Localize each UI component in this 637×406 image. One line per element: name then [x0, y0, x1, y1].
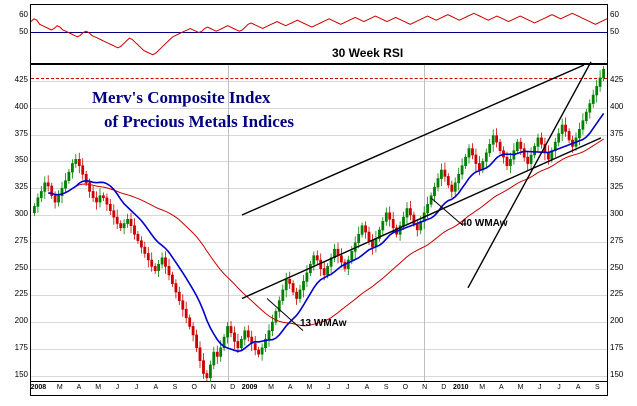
main-ytick-right-375: 375: [610, 128, 624, 138]
x-axis-month-tick: M: [306, 384, 313, 391]
ma40-annotation: 40 WMAw: [461, 218, 508, 229]
main-ytick-left-200: 200: [14, 316, 28, 326]
main-ytick-right-175: 175: [610, 342, 624, 352]
page-title-line1: Merv's Composite Index: [92, 88, 271, 107]
x-axis-month-tick: N: [210, 384, 216, 391]
x-axis-month-tick: M: [479, 384, 486, 391]
main-ytick-right-300: 300: [610, 209, 624, 218]
x-axis-month-tick: D: [441, 384, 447, 391]
main-ytick-left-350: 350: [14, 155, 28, 165]
x-axis-month-tick: J: [326, 384, 331, 391]
rsi-midline: [31, 32, 607, 33]
main-ytick-right-275: 275: [610, 235, 624, 245]
rsi-ytick-right-50: 50: [610, 27, 619, 36]
main-ytick-right-225: 225: [610, 289, 624, 299]
main-ytick-right-350: 350: [610, 155, 624, 165]
gridline: [31, 81, 607, 83]
main-ytick-left-425: 425: [14, 75, 28, 85]
x-axis-month-tick: A: [364, 384, 370, 391]
gridline: [31, 107, 607, 109]
x-axis: 2008 M A M J J A S O N D 2009 M A M J J A S O N D 2010 M A M J J A S: [30, 382, 608, 396]
x-axis-month-tick: M: [95, 384, 102, 391]
main-ytick-right-250: 250: [610, 262, 624, 272]
main-ytick-left-375: 375: [14, 128, 28, 138]
x-axis-month-tick: M: [268, 384, 274, 391]
x-axis-month-tick: A: [575, 384, 581, 391]
main-ytick-left-300: 300: [14, 209, 28, 218]
x-axis-month-tick: J: [115, 384, 120, 391]
main-ytick-left-150: 150: [14, 369, 28, 379]
x-axis-month-tick: M: [517, 384, 524, 391]
x-axis-month-tick: A: [76, 384, 82, 391]
x-axis-year-2009: 2009: [241, 384, 258, 391]
x-axis-month-tick: A: [287, 384, 293, 391]
x-axis-month-tick: J: [346, 384, 350, 391]
gridline: [31, 241, 607, 243]
x-axis-month-tick: M: [56, 384, 63, 391]
main-ytick-left-275: 275: [14, 235, 28, 245]
x-axis-month-tick: N: [422, 384, 428, 391]
rsi-ytick-right-60: 60: [610, 10, 619, 19]
year-separator-2009: [228, 65, 229, 381]
x-axis-month-tick: A: [499, 384, 504, 391]
resistance-line: [31, 78, 607, 79]
x-axis-month-tick: A: [153, 384, 159, 391]
gridline: [31, 375, 607, 377]
rsi-caption: 30 Week RSI: [332, 46, 404, 60]
page-title-line2: of Precious Metals Indices: [104, 112, 294, 131]
rsi-ytick-left-60: 60: [19, 10, 28, 19]
main-ytick-left-175: 175: [14, 342, 28, 352]
x-axis-year-2008: 2008: [30, 384, 47, 391]
price-series: [32, 61, 606, 385]
main-ytick-left-325: 325: [14, 182, 28, 192]
main-ytick-left-400: 400: [14, 101, 28, 111]
x-axis-month-tick: S: [172, 384, 178, 391]
rsi-line-series: [30, 12, 608, 56]
gridline: [31, 134, 607, 136]
gridline: [31, 348, 607, 350]
gridline: [31, 268, 607, 270]
gridline: [31, 188, 607, 190]
x-axis-year-2010: 2010: [453, 384, 469, 391]
main-ytick-right-325: 325: [610, 182, 624, 192]
x-axis-month-tick: D: [230, 384, 236, 391]
x-axis-month-tick: J: [134, 384, 139, 391]
rsi-ytick-left-50: 50: [19, 27, 28, 36]
main-ytick-left-225: 225: [14, 289, 28, 299]
main-panel: [30, 61, 608, 385]
main-ytick-left-250: 250: [14, 262, 28, 272]
x-axis-month-tick: J: [557, 384, 561, 391]
x-axis-month-tick: O: [402, 384, 409, 391]
x-axis-month-tick: O: [191, 384, 197, 391]
gridline: [31, 161, 607, 163]
rsi-panel: [30, 4, 608, 64]
main-ytick-right-150: 150: [610, 369, 624, 379]
x-axis-month-tick: J: [538, 384, 542, 391]
main-ytick-right-200: 200: [610, 316, 624, 326]
gridline: [31, 215, 607, 216]
main-ytick-right-400: 400: [610, 101, 624, 111]
gridline: [31, 295, 607, 297]
x-axis-month-tick: S: [383, 384, 389, 391]
x-axis-month-tick: S: [595, 384, 600, 391]
main-ytick-right-425: 425: [610, 75, 624, 85]
ma13-annotation: 13 WMAw: [300, 318, 347, 329]
